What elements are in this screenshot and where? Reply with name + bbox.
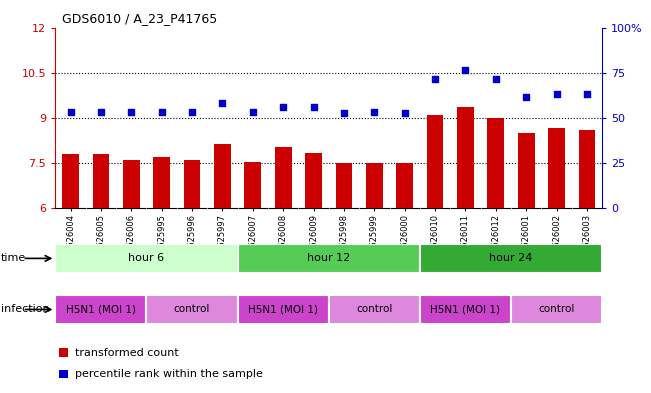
Text: hour 12: hour 12 (307, 253, 350, 263)
Bar (579, 130, 596, 208)
Bar (427, 115, 443, 208)
Point (400, 110, 410, 117)
Point (430, 75, 440, 82)
Bar (62, 154, 79, 208)
Bar (548, 129, 565, 208)
Bar (123, 160, 140, 208)
Bar (420, 295, 511, 324)
Text: H5N1 (MOI 1): H5N1 (MOI 1) (430, 305, 501, 314)
Point (582, 91, 592, 97)
Bar (336, 163, 352, 208)
Point (187, 109, 197, 115)
Text: infection: infection (1, 305, 49, 314)
Bar (488, 118, 504, 208)
Bar (59, 348, 68, 357)
Text: control: control (356, 305, 393, 314)
Bar (184, 160, 201, 208)
Text: H5N1 (MOI 1): H5N1 (MOI 1) (66, 305, 136, 314)
Text: transformed count: transformed count (75, 348, 179, 358)
Point (247, 109, 258, 115)
Text: time: time (1, 253, 26, 263)
Point (369, 109, 380, 115)
Bar (518, 133, 534, 208)
Bar (146, 295, 238, 324)
Point (551, 91, 562, 97)
Bar (238, 295, 329, 324)
Point (278, 104, 288, 110)
Point (217, 100, 228, 106)
Bar (154, 157, 170, 208)
Bar (457, 107, 474, 208)
Bar (238, 244, 420, 273)
Bar (92, 154, 109, 208)
Bar (329, 295, 420, 324)
Point (96, 109, 106, 115)
Point (309, 104, 319, 110)
Bar (214, 143, 230, 208)
Point (339, 110, 349, 117)
Bar (275, 147, 292, 208)
Bar (511, 295, 602, 324)
Bar (366, 163, 383, 208)
Point (65, 109, 76, 115)
Text: hour 6: hour 6 (128, 253, 165, 263)
Bar (55, 244, 238, 273)
Point (460, 66, 471, 73)
Text: H5N1 (MOI 1): H5N1 (MOI 1) (248, 305, 318, 314)
Point (156, 109, 167, 115)
Bar (59, 369, 68, 378)
Point (126, 109, 137, 115)
Bar (305, 152, 322, 208)
Text: hour 24: hour 24 (490, 253, 533, 263)
Point (521, 94, 531, 100)
Point (491, 75, 501, 82)
Text: control: control (538, 305, 575, 314)
Bar (396, 163, 413, 208)
Bar (420, 244, 602, 273)
Text: control: control (174, 305, 210, 314)
Bar (55, 295, 146, 324)
Bar (244, 162, 261, 208)
Text: GDS6010 / A_23_P41765: GDS6010 / A_23_P41765 (62, 12, 217, 25)
Text: percentile rank within the sample: percentile rank within the sample (75, 369, 263, 379)
